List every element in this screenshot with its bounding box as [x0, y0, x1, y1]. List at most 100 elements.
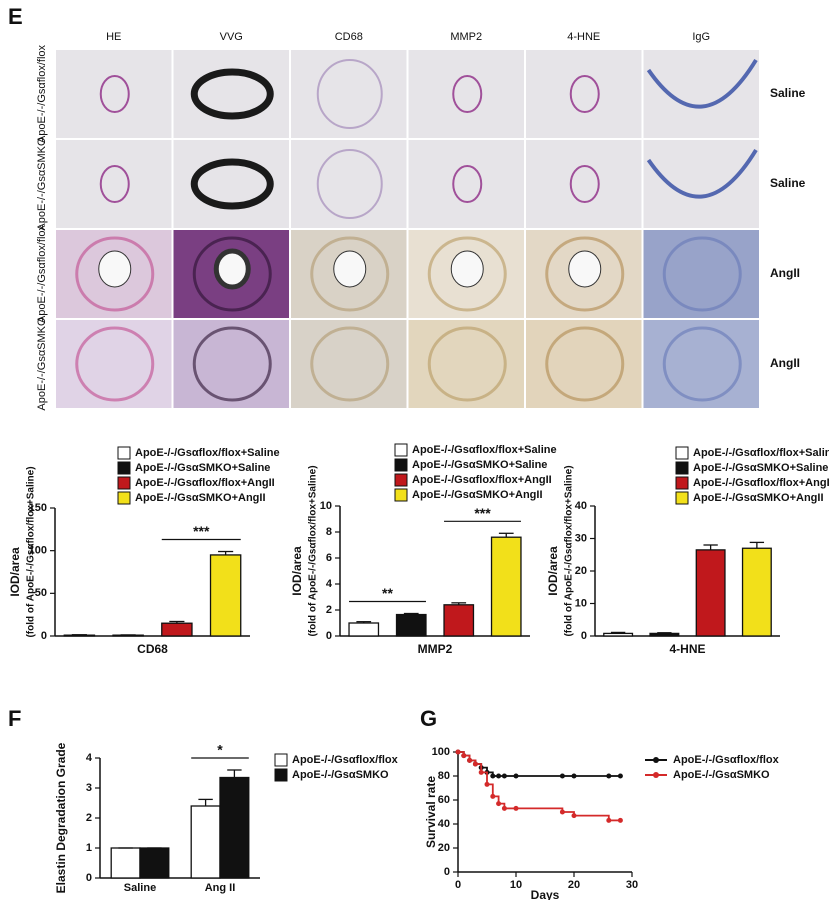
- bar: [395, 613, 427, 637]
- legend-label: ApoE-/-/GsαSMKO+Saline: [693, 462, 828, 474]
- y-tick-label: 100: [432, 746, 450, 758]
- legend-label: ApoE-/-/Gsαflox/flox+AngII: [693, 477, 829, 489]
- y-axis-label: IOD/area: [8, 547, 22, 597]
- lumen: [98, 250, 132, 288]
- y-tick-label: 80: [438, 770, 450, 782]
- point: [490, 773, 496, 779]
- x-tick-label: Saline: [124, 882, 156, 894]
- y-axis-sublabel: (fold of ApoE-/-/Gsαflox/flox+Saline): [26, 466, 37, 637]
- legend-marker: [653, 772, 659, 778]
- point: [461, 753, 467, 759]
- micrograph: [643, 50, 759, 138]
- bar: [649, 632, 680, 637]
- row-label: ApoE-/-/GsαSMKO: [36, 317, 48, 411]
- bar: [161, 622, 193, 637]
- row-label: ApoE-/-/Gsαflox/flox: [36, 44, 48, 143]
- y-axis-label: IOD/area: [546, 546, 560, 596]
- point: [617, 817, 623, 823]
- legend-swatch: [117, 446, 131, 460]
- legend-label: ApoE-/-/GsαSMKO+AngII: [693, 492, 824, 504]
- bar: [603, 632, 634, 637]
- tissue: [427, 236, 507, 312]
- tissue: [75, 236, 155, 312]
- point: [501, 773, 507, 779]
- tissue: [316, 59, 383, 129]
- tissue: [192, 236, 272, 312]
- legend-label: ApoE-/-/Gsαflox/flox: [292, 754, 399, 766]
- tissue: [662, 326, 742, 402]
- micrograph: [526, 140, 642, 228]
- survival-step: [516, 807, 564, 812]
- micrograph-grid: [56, 50, 759, 408]
- y-tick-label: 150: [29, 502, 47, 514]
- tissue: [75, 326, 155, 402]
- tissue: [569, 75, 600, 113]
- legend-swatch: [675, 476, 689, 490]
- bar: [443, 604, 475, 637]
- y-tick-label: 100: [29, 545, 47, 557]
- tissue: [99, 75, 130, 113]
- y-tick-label: 0: [581, 630, 587, 642]
- y-axis-label: Survival rate: [424, 776, 438, 848]
- y-axis-sublabel: (fold of ApoE-/-/Gsαflox/flox+Saline): [308, 465, 319, 636]
- y-axis-sublabel: (fold of ApoE-/-/Gsαflox/flox+Saline): [564, 465, 575, 636]
- tissue: [190, 158, 274, 210]
- significance-label: **: [382, 585, 393, 601]
- micrograph: [291, 140, 407, 228]
- row-treatment: Saline: [770, 176, 806, 190]
- tissue: [646, 148, 758, 199]
- legend-swatch: [117, 476, 131, 490]
- point: [617, 773, 623, 779]
- lumen: [213, 248, 251, 290]
- legend-swatch: [394, 488, 408, 502]
- x-axis-label: CD68: [137, 642, 168, 656]
- point: [484, 781, 490, 787]
- bar: [695, 549, 726, 637]
- legend-label: ApoE-/-/GsαSMKO+Saline: [135, 462, 270, 474]
- point: [513, 805, 519, 811]
- tissue: [662, 236, 742, 312]
- point: [559, 773, 565, 779]
- lumen: [450, 250, 484, 288]
- legend-swatch: [675, 446, 689, 460]
- tissue: [545, 326, 625, 402]
- column-header: VVG: [220, 31, 243, 43]
- micrograph: [291, 50, 407, 138]
- column-header: CD68: [335, 31, 363, 43]
- y-tick-label: 50: [35, 587, 47, 599]
- row-treatment: Saline: [770, 86, 806, 100]
- tissue: [316, 149, 383, 219]
- tissue: [427, 326, 507, 402]
- column-header: MMP2: [450, 31, 482, 43]
- point: [472, 761, 478, 767]
- legend-label: ApoE-/-/GsαSMKO+AngII: [412, 489, 543, 501]
- legend-swatch: [394, 473, 408, 487]
- micrograph: [408, 50, 524, 138]
- tissue: [452, 75, 483, 113]
- point: [496, 801, 502, 807]
- y-tick-label: 1: [86, 842, 92, 854]
- panel-label: F: [8, 706, 21, 731]
- legend-swatch: [675, 461, 689, 475]
- y-tick-label: 0: [41, 630, 47, 642]
- column-header: HE: [106, 31, 121, 43]
- x-axis-label: MMP2: [418, 642, 453, 656]
- micrograph: [643, 140, 759, 228]
- legend-marker: [653, 757, 659, 763]
- y-tick-label: 60: [438, 794, 450, 806]
- tissue: [646, 58, 758, 109]
- y-tick-label: 2: [86, 812, 92, 824]
- significance-label: ***: [193, 523, 210, 539]
- bar: [209, 554, 242, 637]
- point: [571, 773, 577, 779]
- significance-label: *: [217, 742, 223, 758]
- y-tick-label: 0: [326, 630, 332, 642]
- x-axis-label: Days: [531, 888, 560, 900]
- y-tick-label: 3: [86, 782, 92, 794]
- point: [606, 817, 612, 823]
- legend-swatch: [274, 768, 288, 782]
- legend-swatch: [675, 491, 689, 505]
- point: [559, 809, 565, 815]
- legend-label: ApoE-/-/Gsαflox/flox+Saline: [693, 447, 829, 459]
